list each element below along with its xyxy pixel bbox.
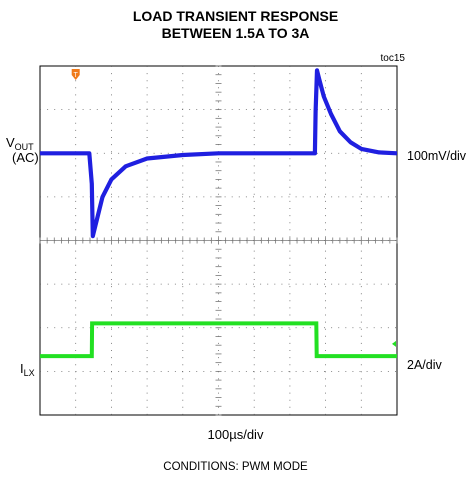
x-axis-label: 100µs/div <box>207 427 264 442</box>
ilx-scale-label: 2A/div <box>407 358 442 372</box>
vout-ac-label: (AC) <box>12 150 39 165</box>
vout-label: VOUT <box>6 135 34 153</box>
trigger-marker <box>71 69 80 80</box>
ilx-ground-marker <box>392 340 396 347</box>
vout-scale-label: 100mV/div <box>407 149 467 163</box>
ilx-trace <box>40 321 397 359</box>
ilx-label: ILX <box>20 361 35 379</box>
chart-title: LOAD TRANSIENT RESPONSE <box>132 8 339 24</box>
vout-trace <box>40 68 398 239</box>
chart-subtitle: BETWEEN 1.5A TO 3A <box>161 25 310 41</box>
conditions-note: CONDITIONS: PWM MODE <box>163 461 308 473</box>
trigger-letter: T <box>74 72 79 79</box>
figure-id: toc15 <box>380 53 405 64</box>
